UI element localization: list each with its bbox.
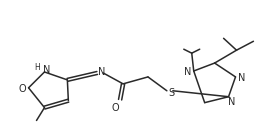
Text: H: H [35,63,40,71]
Text: N: N [184,67,191,77]
Text: O: O [111,103,119,113]
Text: O: O [19,84,27,94]
Text: S: S [169,88,175,98]
Text: N: N [228,97,235,107]
Text: N: N [97,67,105,77]
Text: N: N [238,73,245,83]
Text: N: N [43,65,50,75]
